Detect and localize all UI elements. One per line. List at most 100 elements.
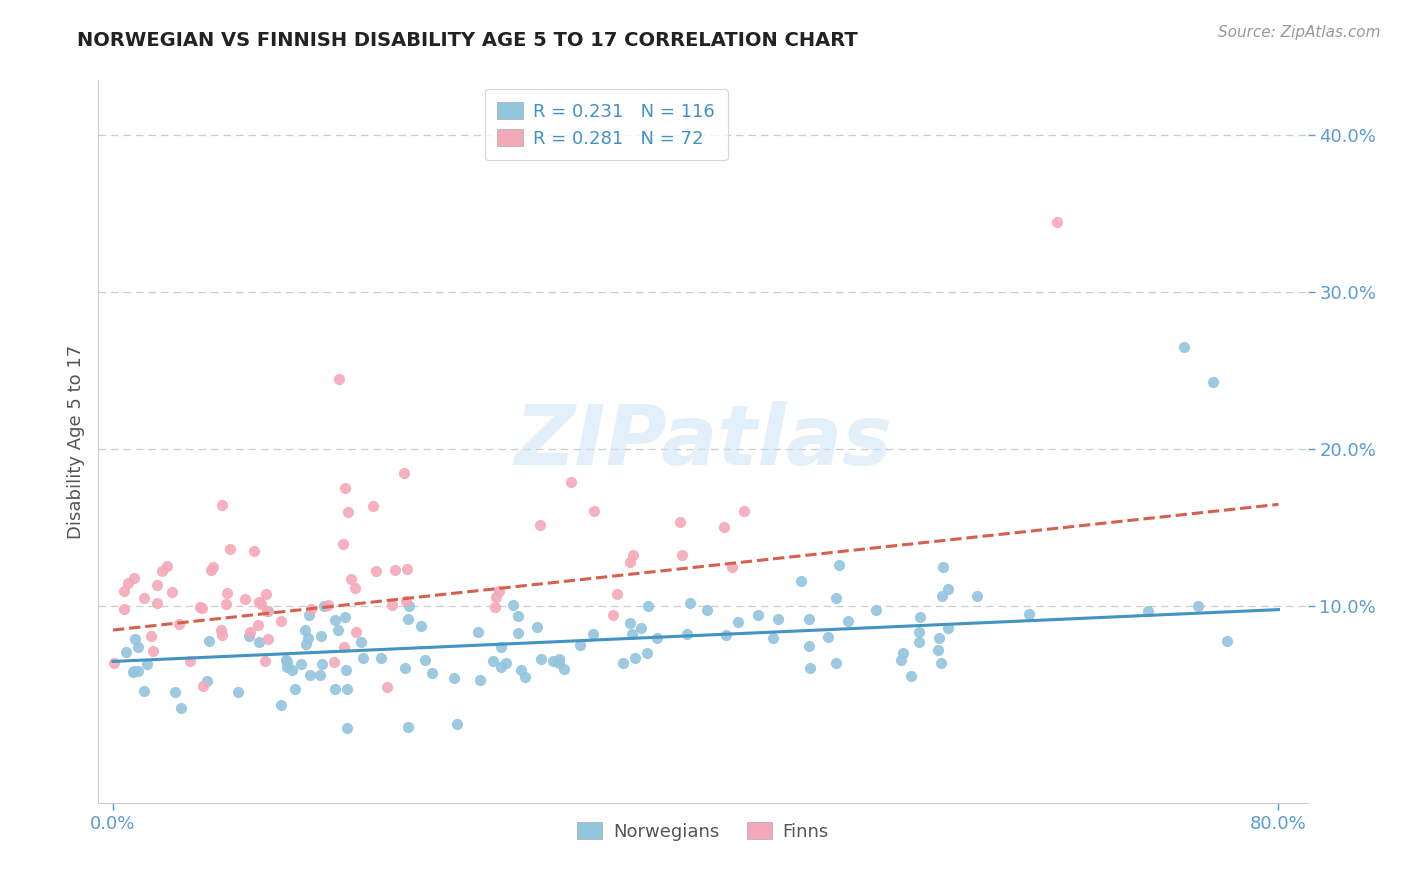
Point xyxy=(250,597,273,611)
Point xyxy=(529,518,551,533)
Point xyxy=(256,604,278,618)
Point xyxy=(127,640,149,654)
Point xyxy=(553,662,575,676)
Point xyxy=(526,620,548,634)
Point xyxy=(799,639,821,653)
Point xyxy=(568,639,591,653)
Point xyxy=(932,560,955,574)
Point xyxy=(281,663,304,677)
Point xyxy=(155,559,177,574)
Point xyxy=(612,657,634,671)
Point xyxy=(247,635,270,649)
Point xyxy=(645,631,668,645)
Point xyxy=(411,619,433,633)
Point xyxy=(936,582,959,596)
Point xyxy=(146,578,169,592)
Point xyxy=(243,544,266,558)
Point xyxy=(247,617,270,632)
Point xyxy=(669,516,692,530)
Point xyxy=(484,599,506,614)
Point xyxy=(333,640,356,655)
Point xyxy=(548,657,571,671)
Point xyxy=(900,669,922,683)
Point xyxy=(309,629,332,643)
Point xyxy=(696,603,718,617)
Point xyxy=(637,599,659,613)
Point xyxy=(352,651,374,665)
Point xyxy=(825,591,848,605)
Point xyxy=(195,674,218,689)
Point xyxy=(350,635,373,649)
Point xyxy=(361,500,384,514)
Point xyxy=(160,585,183,599)
Point xyxy=(127,664,149,678)
Point xyxy=(413,653,436,667)
Point xyxy=(825,656,848,670)
Point xyxy=(762,632,785,646)
Point xyxy=(142,644,165,658)
Point xyxy=(150,564,173,578)
Point xyxy=(396,612,419,626)
Point xyxy=(284,681,307,696)
Point xyxy=(256,604,278,618)
Point xyxy=(443,671,465,685)
Point xyxy=(790,574,813,588)
Point xyxy=(333,609,356,624)
Point xyxy=(375,680,398,694)
Point xyxy=(817,630,839,644)
Point xyxy=(619,555,641,569)
Point xyxy=(491,660,513,674)
Point xyxy=(332,537,354,551)
Point xyxy=(927,642,949,657)
Point xyxy=(343,582,366,596)
Point xyxy=(837,614,859,628)
Point xyxy=(721,560,744,574)
Point xyxy=(201,560,224,574)
Point xyxy=(381,598,404,612)
Point xyxy=(928,631,950,645)
Point xyxy=(336,505,359,519)
Point xyxy=(513,670,536,684)
Point xyxy=(547,651,569,665)
Point xyxy=(312,599,335,613)
Point xyxy=(394,466,416,480)
Point xyxy=(270,614,292,628)
Point xyxy=(122,571,145,585)
Point xyxy=(270,698,292,713)
Point xyxy=(274,653,297,667)
Point xyxy=(167,617,190,632)
Y-axis label: Disability Age 5 to 17: Disability Age 5 to 17 xyxy=(66,344,84,539)
Point xyxy=(502,598,524,612)
Point xyxy=(747,607,769,622)
Point xyxy=(103,657,125,671)
Point xyxy=(233,592,256,607)
Point xyxy=(247,595,270,609)
Point xyxy=(179,654,201,668)
Point xyxy=(931,589,953,603)
Point xyxy=(298,667,321,681)
Point xyxy=(335,664,357,678)
Point xyxy=(188,600,211,615)
Point xyxy=(1018,607,1040,622)
Point xyxy=(309,668,332,682)
Point xyxy=(623,651,645,665)
Point xyxy=(1187,599,1209,613)
Point xyxy=(1202,375,1225,389)
Point xyxy=(865,603,887,617)
Point xyxy=(366,564,388,578)
Point xyxy=(135,657,157,672)
Point xyxy=(254,654,277,668)
Point xyxy=(395,594,418,608)
Point xyxy=(488,583,510,598)
Point xyxy=(543,654,565,668)
Point xyxy=(336,721,359,735)
Text: ZIPatlas: ZIPatlas xyxy=(515,401,891,482)
Point xyxy=(276,660,298,674)
Point xyxy=(891,647,914,661)
Point xyxy=(218,542,240,557)
Point xyxy=(491,640,513,654)
Point xyxy=(254,587,277,601)
Point xyxy=(322,655,344,669)
Point xyxy=(112,602,135,616)
Point xyxy=(828,558,851,572)
